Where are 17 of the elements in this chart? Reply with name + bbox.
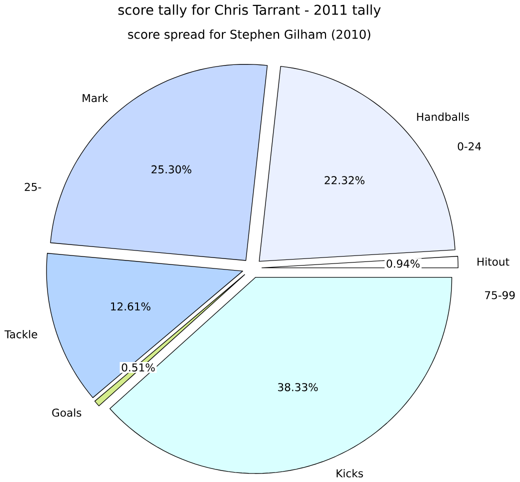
text: 25- xyxy=(24,182,42,192)
slice-label: Handballs xyxy=(417,112,470,121)
data-label: 0.94% xyxy=(386,260,420,268)
data-label: 22.32% xyxy=(324,176,364,184)
data-label: 38.33% xyxy=(278,383,318,392)
slice-label: Mark xyxy=(82,94,108,102)
text: 75-99 xyxy=(485,291,515,300)
text: 0-24 xyxy=(458,142,481,150)
data-label: 25.30% xyxy=(152,165,192,174)
slice-label: Tackle xyxy=(4,330,38,338)
slice-label: Goals xyxy=(52,408,82,417)
chart-title: score tally for Chris Tarrant - 2011 tally xyxy=(118,4,381,18)
data-label: 12.61% xyxy=(111,302,150,311)
slice-label: Hitout xyxy=(478,258,510,266)
slice-label: Kicks xyxy=(336,469,363,478)
data-label: 0.51% xyxy=(122,363,155,372)
chart-subtitle: score spread for Stephen Gilham (2010) xyxy=(128,30,370,42)
